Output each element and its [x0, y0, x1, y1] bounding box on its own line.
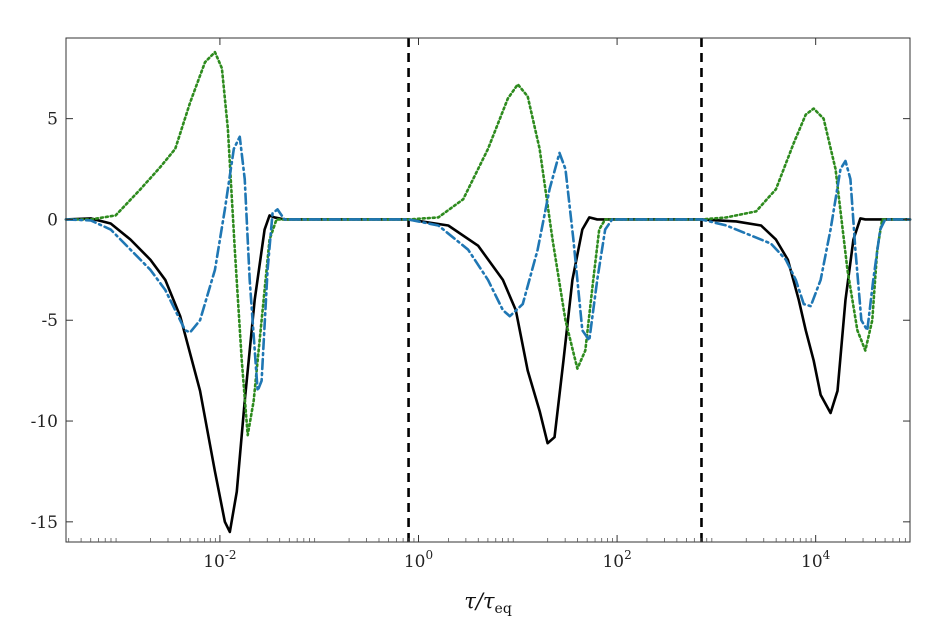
y-axis: 5 0 -5 -10 -15: [31, 110, 910, 533]
x-axis: 10-2 100 102 104: [68, 38, 906, 572]
x-tick-label-base: 10: [801, 552, 823, 572]
y-tick-label: -10: [31, 412, 58, 432]
plot-frame: [65, 37, 911, 543]
x-tick-label-base: 10: [602, 552, 624, 572]
x-tick-label-exponent: 4: [823, 548, 831, 562]
x-tick-label-exponent: 2: [624, 548, 632, 562]
x-tick-label: 10-2: [203, 548, 236, 572]
reference-lines: [407, 38, 703, 542]
x-axis-label: τ/τeq: [464, 589, 512, 617]
x-tick-label-base: 10: [203, 552, 225, 572]
series-line-dashdot: [64, 135, 912, 393]
x-tick-label-exponent: 0: [425, 548, 433, 562]
series-group: [64, 50, 912, 534]
y-tick-label: 5: [47, 110, 58, 130]
x-tick-label: 104: [801, 548, 831, 572]
y-tick-label: -5: [41, 311, 58, 331]
x-tick-label: 100: [404, 548, 433, 572]
y-tick-label: 0: [47, 210, 58, 230]
y-tick-label: -15: [31, 513, 58, 533]
x-tick-label: 102: [602, 548, 631, 572]
x-axis-label-sub: eq: [495, 601, 512, 617]
x-tick-label-base: 10: [404, 552, 426, 572]
x-axis-label-main: τ/τ: [464, 589, 495, 613]
series-line-dotted: [64, 50, 912, 437]
x-tick-label-exponent: -2: [225, 548, 237, 562]
series-line-solid: [64, 214, 912, 534]
